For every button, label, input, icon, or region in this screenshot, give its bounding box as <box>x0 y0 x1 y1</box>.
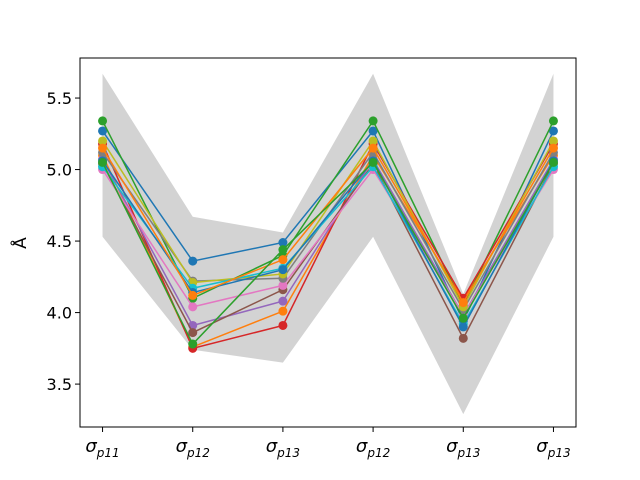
series-s12 <box>98 143 558 308</box>
series-line <box>101 161 555 346</box>
data-point <box>278 255 288 265</box>
data-point <box>548 126 558 136</box>
x-tick-label: σp12 <box>176 436 210 460</box>
data-point <box>188 339 198 349</box>
data-point <box>98 116 108 126</box>
series-line <box>101 158 555 327</box>
data-point <box>548 157 558 167</box>
data-point <box>188 290 198 300</box>
range-band <box>102 73 554 415</box>
data-point <box>458 333 468 343</box>
data-point <box>98 136 108 146</box>
y-tick-label: 3.5 <box>47 375 72 394</box>
data-point <box>458 313 468 323</box>
range-band-layer <box>102 73 554 415</box>
data-point <box>278 238 288 247</box>
data-point <box>278 280 288 290</box>
x-axis: σp11 σp12 σp13 σp12 σp13 σp13 <box>85 427 571 460</box>
series-s13 <box>98 157 558 349</box>
data-point <box>458 298 468 308</box>
data-point <box>98 157 108 167</box>
data-point <box>98 126 108 136</box>
data-point <box>368 126 378 136</box>
y-tick-label: 5.0 <box>47 161 72 180</box>
data-point <box>278 296 288 306</box>
data-point <box>188 328 198 338</box>
data-point <box>368 136 378 146</box>
y-tick-label: 5.5 <box>47 89 72 108</box>
series-layer <box>98 116 558 353</box>
series-line <box>101 146 555 305</box>
data-point <box>188 256 198 266</box>
x-tick-label: σp11 <box>85 436 119 460</box>
data-point <box>368 116 378 126</box>
data-point <box>368 143 378 153</box>
y-tick-label: 4.0 <box>47 304 72 323</box>
data-point <box>278 265 288 275</box>
plot-frame <box>79 57 577 428</box>
data-point <box>278 306 288 316</box>
data-point <box>548 116 558 126</box>
x-tick-label: σp13 <box>536 436 570 460</box>
data-point <box>188 302 198 312</box>
x-tick-label: σp12 <box>356 436 390 460</box>
data-point <box>98 143 108 153</box>
data-point <box>548 136 558 146</box>
data-point <box>458 322 468 332</box>
x-tick-label: σp13 <box>266 436 300 460</box>
data-point <box>278 245 288 255</box>
y-axis-label: Å <box>9 237 31 249</box>
y-tick-label: 4.5 <box>47 232 72 251</box>
x-tick-label: σp13 <box>446 436 480 460</box>
data-point <box>278 320 288 330</box>
series-line <box>101 139 555 309</box>
y-axis: 3.5 4.0 4.5 5.0 5.5 <box>47 89 80 394</box>
data-point <box>548 143 558 153</box>
data-point <box>368 157 378 167</box>
